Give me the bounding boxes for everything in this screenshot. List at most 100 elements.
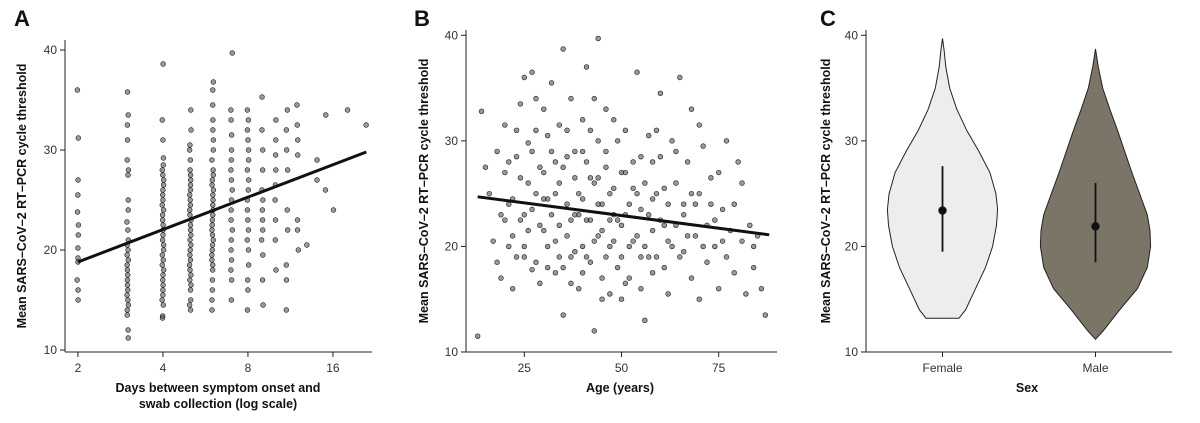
panel-a-point [210,212,216,218]
panel-b-point [603,164,609,170]
panel-a-point [295,152,301,158]
panel-a-point [187,142,193,148]
panel-b-point [576,190,582,197]
panel-b-point [576,285,582,292]
panel-b-point [712,243,718,250]
panel-b-point [541,169,547,176]
panel-a-point [210,117,216,123]
panel-b-point [692,201,699,207]
panel-a-point [294,122,300,128]
panel-a-x-tick-label: 4 [160,361,167,375]
panel-b-y-tick-label: 40 [445,28,459,42]
panel-a-point [244,127,251,133]
panel-b-point [657,153,664,160]
panel-b-point [715,169,722,176]
panel-b-point [684,159,691,165]
panel-a-point [159,297,165,303]
panel-a-point [210,237,216,243]
panel-a-point [210,147,217,153]
panel-a-point [245,117,252,123]
panel-a-point [187,247,193,253]
panel-a-point [258,237,265,243]
panel-b-point [677,254,683,260]
panel-b-point [607,291,613,297]
panel-a-point [272,197,278,203]
panel-b-point [649,227,656,234]
panel-b-point [607,190,613,197]
panel-a-point [125,272,131,278]
panel-b-point [552,270,559,276]
panel-a-point [160,302,166,308]
panel-b-x-tick-label: 75 [712,361,726,375]
panel-b-point [560,312,566,318]
violin-male-median-point [1091,222,1100,231]
panel-a-point [228,207,234,213]
panel-a-point [125,247,131,253]
panel-a-y-tick-label: 10 [44,343,58,357]
panel-b-point [533,190,539,197]
panel-a-point [209,222,215,228]
panel-b-point [587,259,594,265]
panel-a-point [272,217,279,223]
panel-b: B 10 20 30 40 25 50 75 Mean SARS–CoV–2 RT–PCR… [414,6,777,395]
panel-a-point [160,61,166,67]
panel-a-point [273,137,279,143]
panel-b-point [544,132,551,139]
panel-a-point [209,287,216,293]
panel-a-point [322,187,329,193]
panel-a-point [124,122,131,128]
violin-female-median-point [938,206,947,215]
panel-a-point [323,112,329,118]
panel-a-point [209,307,215,313]
panel-b-point [626,243,632,250]
panel-a-point [187,202,194,208]
panel-b-point [529,148,535,155]
panel-b-point [572,249,578,255]
panel-a-point [187,207,193,213]
panel-b-point [630,238,636,244]
panel-a-point [244,277,251,283]
panel-a-point [159,192,166,198]
panel-c-y-tick-label: 30 [845,134,859,148]
panel-a-y-tick-label: 40 [44,43,58,57]
panel-a-point [187,222,194,228]
panel-b-point [537,164,543,170]
panel-a-point [209,157,215,163]
panel-b-point [490,238,496,244]
panel-a-point [160,222,166,228]
panel-a-point [210,187,217,193]
panel-a-point [245,137,251,143]
panel-b-point [665,291,671,297]
panel-a-point [294,217,301,223]
panel-a-point [210,137,217,143]
panel-a-point [74,209,81,215]
panel-b-point [750,264,757,271]
panel-a-point [187,267,193,273]
panel-a-point [228,237,234,243]
panel-b-point [517,217,524,223]
panel-a-point [159,217,166,223]
panel-a-point [161,267,167,273]
panel-b-point [731,270,737,276]
panel-a-point [188,177,194,183]
panel-b-point [560,46,566,52]
panel-b-point [743,291,749,297]
panel-letter-a: A [14,6,30,31]
panel-b-point [692,233,699,239]
panel-a-point [229,187,235,193]
panel-b-point [595,35,601,42]
panel-a-point [160,282,166,288]
panel-b-point [513,153,520,160]
panel-c-x-ticks: Female Male [922,352,1109,375]
panel-a-point [125,167,132,173]
panel-a-y-tick-label: 20 [44,243,58,257]
panel-b-point [665,238,671,244]
panel-b-point [548,148,555,155]
panel-a-y-tick-label: 30 [44,143,58,157]
panel-b-point [649,159,656,165]
panel-b-point [700,243,706,250]
panel-a-point [244,207,251,213]
panel-a-point [125,172,131,178]
panel-b-point [568,95,574,102]
panel-b-point [712,217,718,223]
